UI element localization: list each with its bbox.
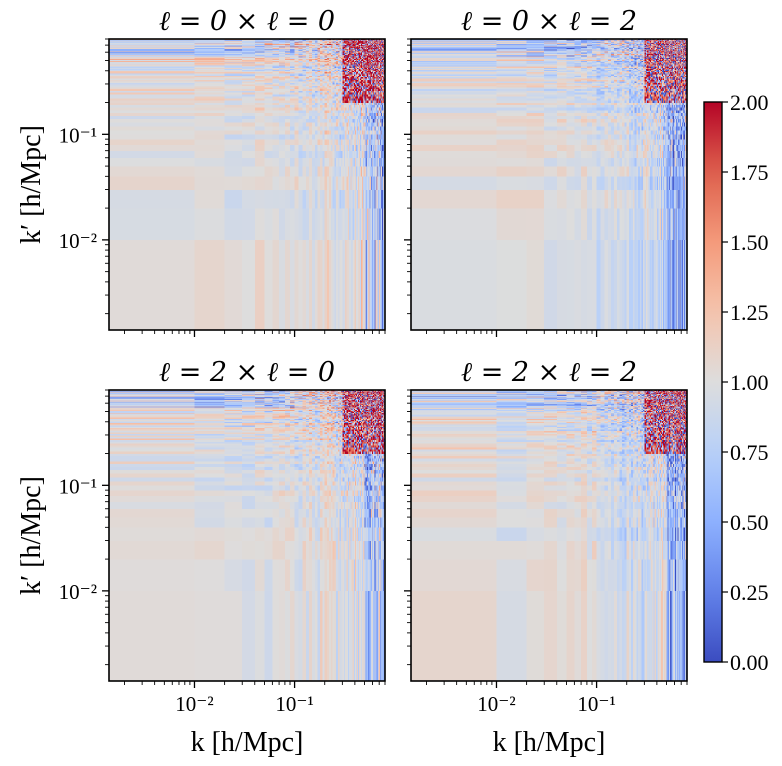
y-tick-label: 10⁻¹ [59, 474, 97, 498]
x-axis-label: k [h/Mpc] [191, 727, 304, 758]
x-tick-label: 10⁻¹ [275, 692, 313, 716]
panel-1: ℓ = 0 × ℓ = 0 10⁻² 10⁻¹ k′ [h/Mpc] [16, 6, 386, 337]
heatmap-cells [109, 39, 385, 330]
y-tick-label: 10⁻¹ [59, 123, 97, 147]
colorbar-tick-label: 0.50 [730, 510, 769, 535]
panel-2: ℓ = 0 × ℓ = 2 [404, 6, 688, 337]
colorbar-gradient [703, 101, 723, 663]
panel-frame [410, 389, 688, 682]
axis-ticks [102, 38, 386, 337]
panel-frame [410, 38, 688, 331]
heatmap-cells [411, 39, 687, 330]
panel-frame [108, 38, 386, 331]
x-tick-label: 10⁻² [175, 692, 213, 716]
panel-title: ℓ = 0 × ℓ = 2 [461, 6, 637, 37]
heatmap-cells [411, 390, 687, 681]
y-axis-label: k′ [h/Mpc] [16, 476, 47, 595]
y-tick-label: 10⁻² [59, 580, 97, 604]
panel-frame [108, 389, 386, 682]
x-axis-label: k [h/Mpc] [493, 727, 606, 758]
panel-4: ℓ = 2 × ℓ = 2 10⁻² 10⁻¹ k [h/Mpc] [404, 357, 688, 758]
colorbar-tick-label: 0.00 [730, 650, 769, 675]
colorbar-tick-label: 2.00 [730, 90, 769, 115]
y-tick-label: 10⁻² [59, 229, 97, 253]
y-axis-label: k′ [h/Mpc] [16, 125, 47, 244]
axis-ticks [404, 38, 688, 337]
x-tick-label: 10⁻¹ [577, 692, 615, 716]
colorbar-tick-label: 0.25 [730, 580, 769, 605]
heatmap-cells [109, 390, 385, 681]
colorbar-tick-label: 1.25 [730, 300, 769, 325]
colorbar-tick-label: 0.75 [730, 440, 769, 465]
panel-3: ℓ = 2 × ℓ = 0 10⁻² 10⁻¹ k [h/Mpc] 10⁻² 10⁻¹ k′… [16, 357, 386, 758]
colorbar-tick-label: 1.50 [730, 230, 769, 255]
x-tick-label: 10⁻² [477, 692, 515, 716]
axis-ticks [404, 389, 688, 688]
axis-ticks [102, 389, 386, 688]
colorbar-tick-label: 1.00 [730, 370, 769, 395]
colorbar: 0.00 0.25 0.50 0.75 1.00 1.25 1.50 1.75 2.00 [703, 90, 769, 675]
panel-title: ℓ = 0 × ℓ = 0 [159, 6, 335, 37]
panel-title: ℓ = 2 × ℓ = 2 [461, 357, 637, 388]
colorbar-tick-label: 1.75 [730, 160, 769, 185]
panel-title: ℓ = 2 × ℓ = 0 [159, 357, 335, 388]
